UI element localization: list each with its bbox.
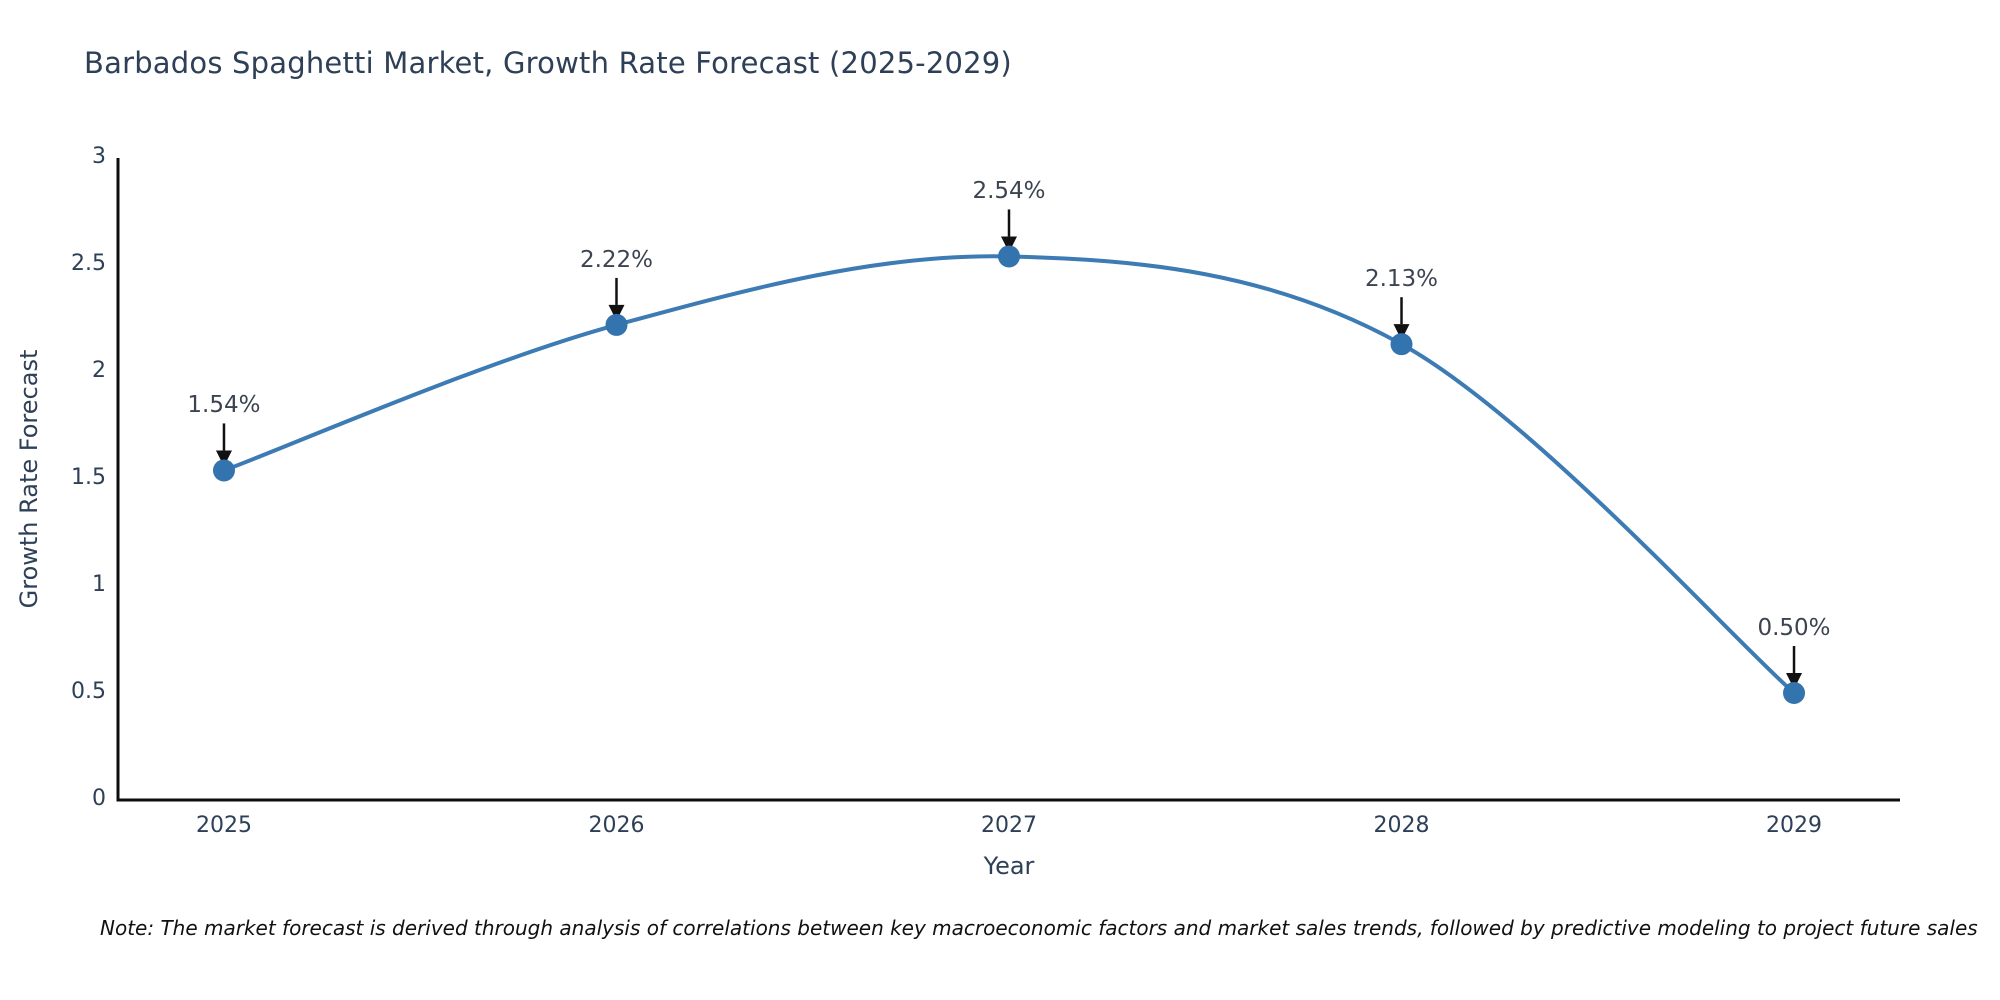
annotation-arrowhead-icon bbox=[608, 304, 625, 321]
data-point-marker[interactable] bbox=[1390, 333, 1413, 356]
point-annotation: 2.22% bbox=[579, 246, 654, 273]
x-tick-label: 2025 bbox=[195, 813, 252, 838]
x-tick-label: 2027 bbox=[981, 813, 1037, 838]
x-tick-label: 2029 bbox=[1766, 813, 1823, 838]
annotation-arrowhead-icon bbox=[215, 450, 232, 467]
chart-title: Barbados Spaghetti Market, Growth Rate F… bbox=[84, 46, 1012, 80]
y-tick-label: 2 bbox=[92, 358, 106, 383]
point-annotation: 1.54% bbox=[187, 392, 261, 419]
footnote: Note: The market forecast is derived thr… bbox=[100, 916, 1978, 940]
data-point-marker[interactable] bbox=[998, 245, 1020, 268]
data-point-marker[interactable] bbox=[605, 313, 628, 336]
annotation-arrowhead-icon bbox=[1786, 673, 1803, 689]
data-point-marker[interactable] bbox=[1783, 682, 1806, 704]
point-annotation: 0.50% bbox=[1757, 615, 1831, 641]
x-tick-label: 2028 bbox=[1373, 813, 1430, 838]
y-tick-label: 3 bbox=[92, 144, 106, 169]
annotation-arrowhead-icon bbox=[1393, 324, 1410, 341]
y-tick-label: 0.5 bbox=[71, 679, 106, 704]
y-tick-label: 0 bbox=[92, 786, 106, 811]
forecast-line bbox=[221, 254, 1797, 695]
x-axis-title: Year bbox=[983, 852, 1035, 880]
data-point-marker[interactable] bbox=[212, 459, 235, 482]
axis-spines bbox=[116, 158, 1900, 802]
point-annotation: 2.54% bbox=[972, 178, 1046, 205]
y-tick-label: 2.5 bbox=[71, 251, 106, 276]
y-tick-label: 1.5 bbox=[71, 465, 106, 490]
x-tick-label: 2026 bbox=[588, 813, 645, 838]
y-tick-label: 1 bbox=[92, 572, 106, 597]
point-annotation: 2.13% bbox=[1364, 266, 1439, 293]
annotation-arrowhead-icon bbox=[1001, 236, 1017, 253]
